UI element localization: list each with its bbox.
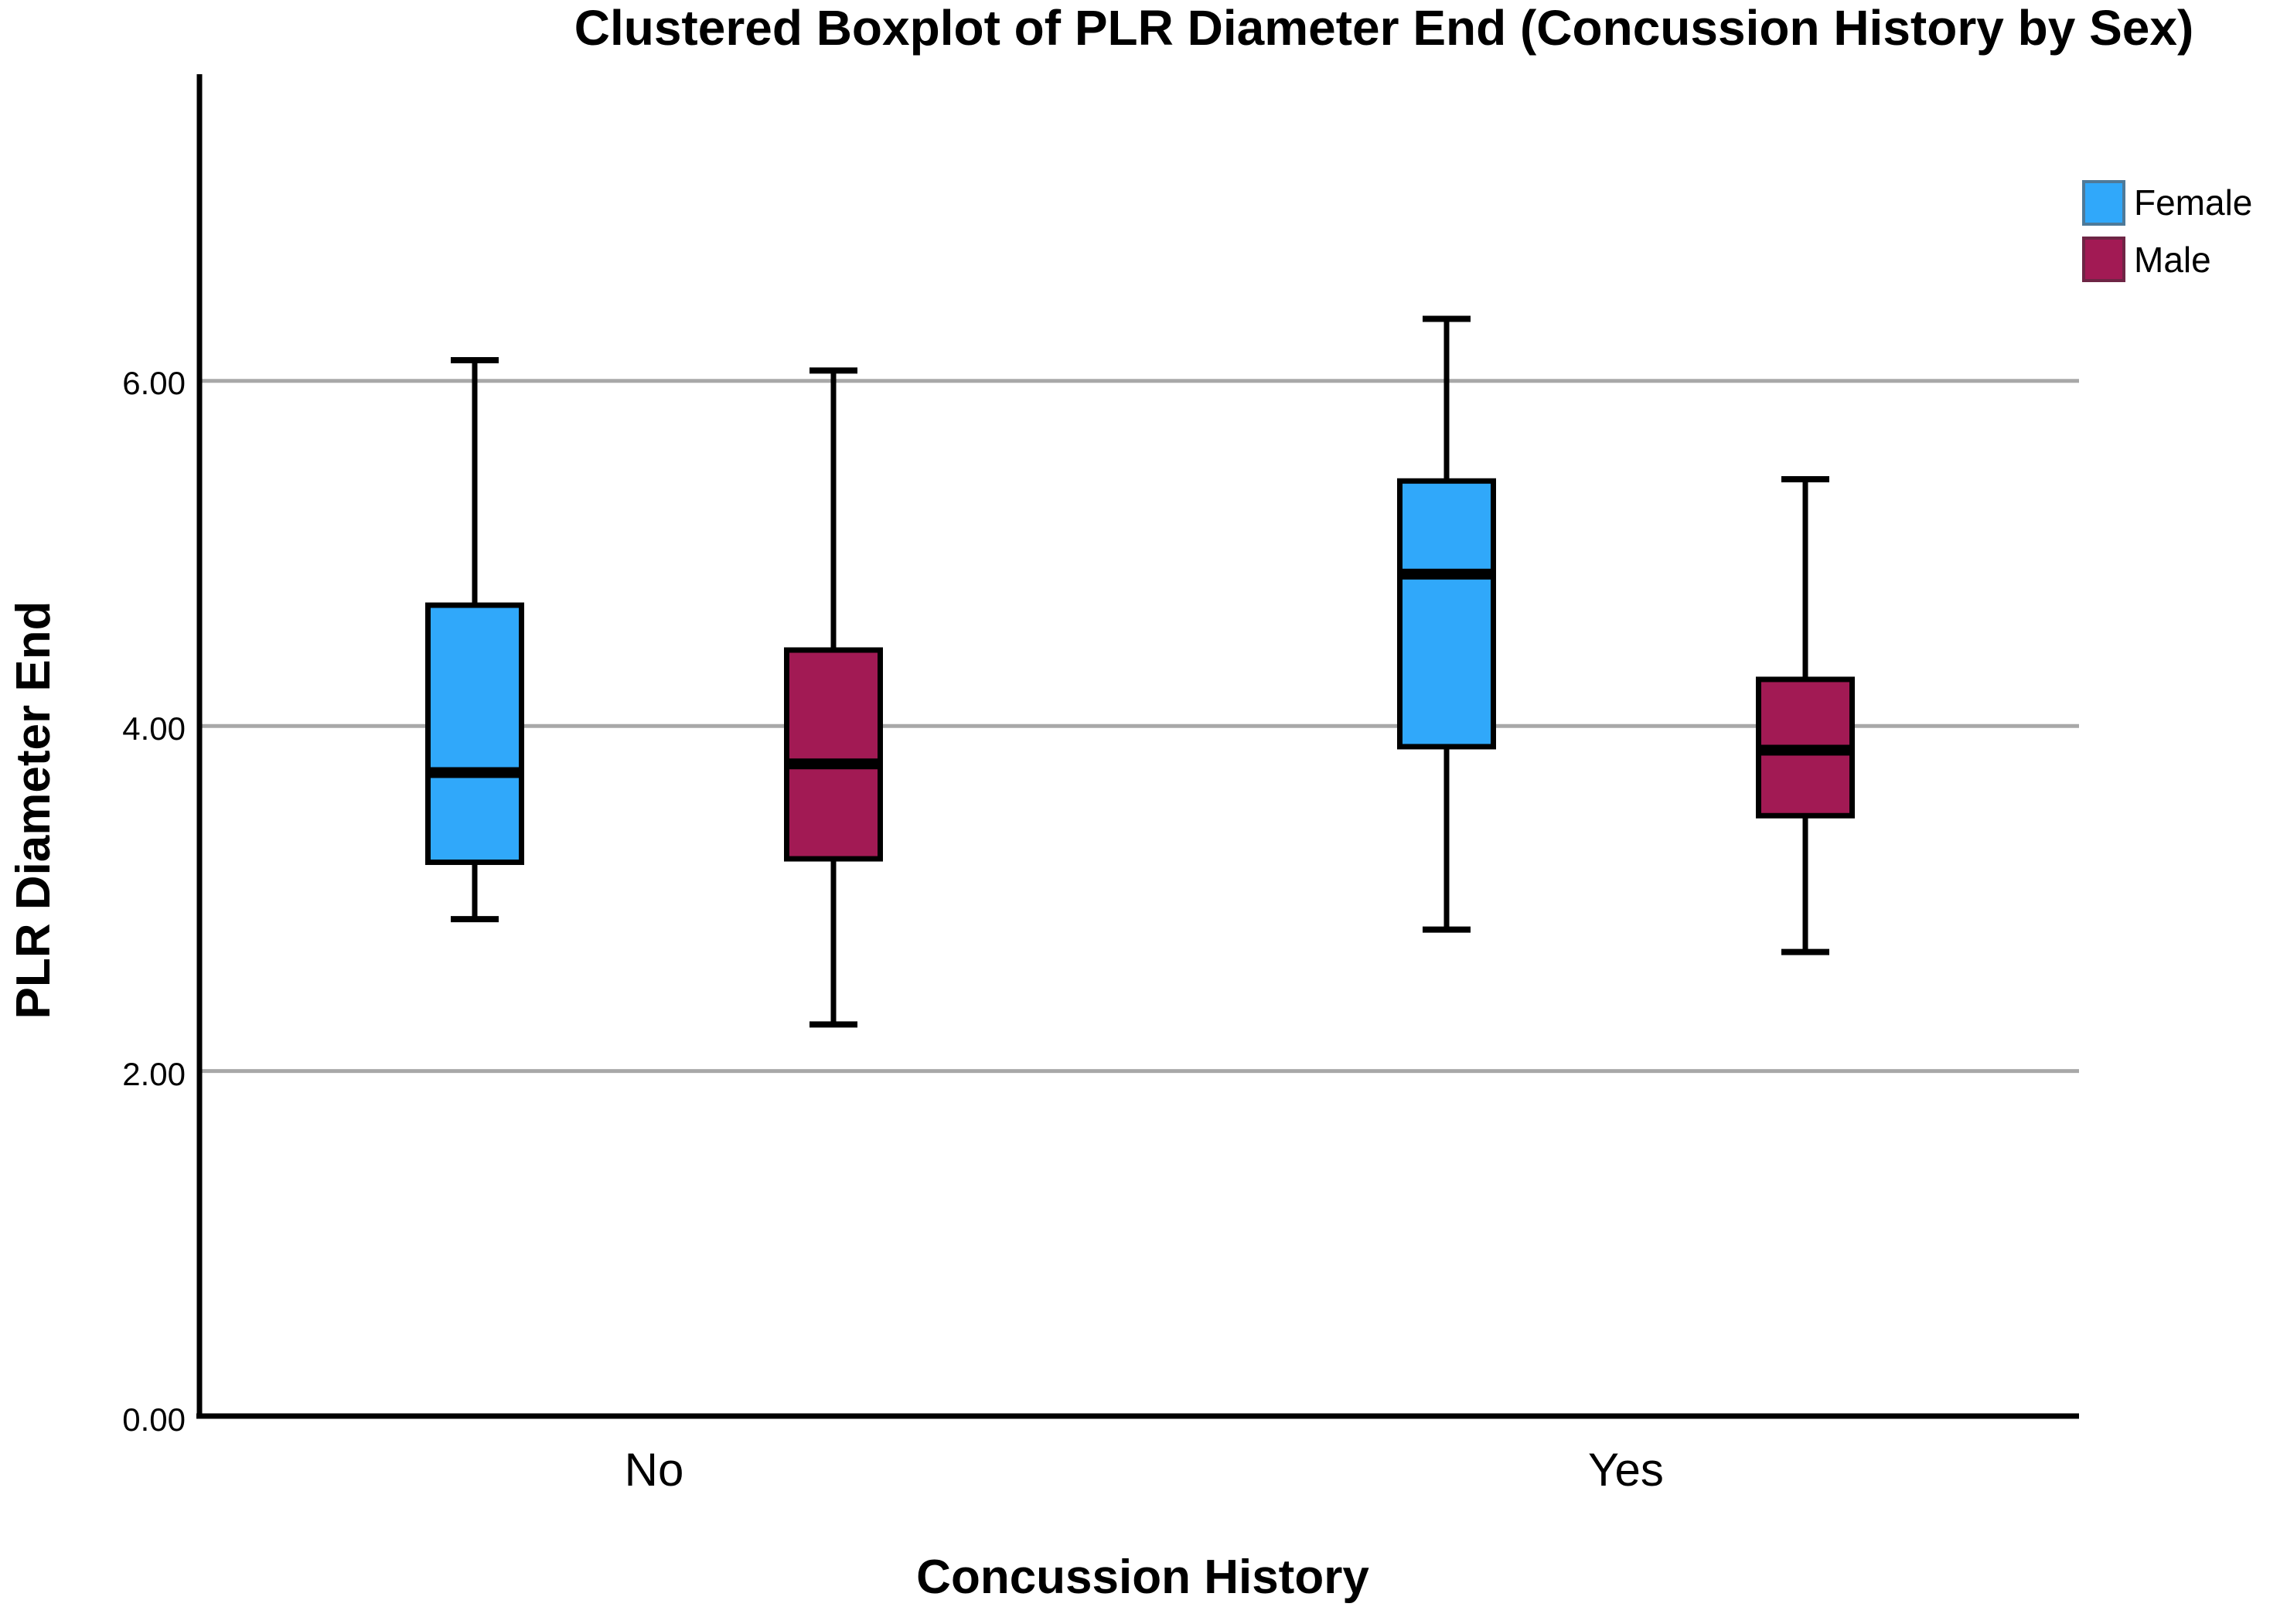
x-category-no: No: [625, 1444, 684, 1496]
y-tick-6: 6.00: [122, 365, 186, 401]
box-female-yes: [1397, 478, 1496, 750]
y-axis-title: PLR Diameter End: [7, 601, 60, 1020]
y-tick-4: 4.00: [122, 710, 186, 747]
y-tick-2: 2.00: [122, 1056, 186, 1092]
legend-swatch-female: [2082, 180, 2125, 226]
box-male-no: [784, 647, 883, 862]
x-category-yes: Yes: [1588, 1444, 1664, 1496]
x-axis-title: Concussion History: [916, 1551, 1369, 1604]
legend-label-female: Female: [2134, 182, 2252, 223]
legend-label-male: Male: [2134, 240, 2211, 280]
legend-swatch-male: [2082, 237, 2125, 282]
box-marks: [425, 315, 1855, 1028]
legend: Female Male: [2082, 180, 2252, 282]
box-female-no: [425, 602, 524, 866]
y-tick-0: 0.00: [122, 1401, 186, 1438]
chart-title: Clustered Boxplot of PLR Diameter End (C…: [574, 0, 2194, 56]
